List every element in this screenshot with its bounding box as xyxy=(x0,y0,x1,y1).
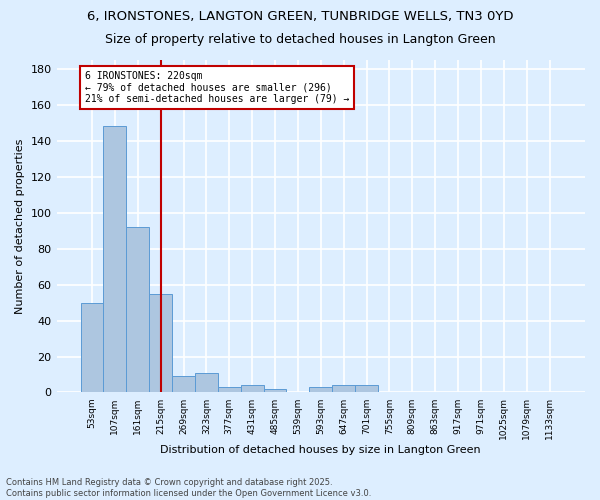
Bar xyxy=(195,372,218,392)
Text: 6, IRONSTONES, LANGTON GREEN, TUNBRIDGE WELLS, TN3 0YD: 6, IRONSTONES, LANGTON GREEN, TUNBRIDGE … xyxy=(87,10,513,23)
Bar xyxy=(127,227,149,392)
Text: Size of property relative to detached houses in Langton Green: Size of property relative to detached ho… xyxy=(104,32,496,46)
Bar xyxy=(263,389,286,392)
Bar xyxy=(218,387,241,392)
Y-axis label: Number of detached properties: Number of detached properties xyxy=(15,138,25,314)
Text: Contains HM Land Registry data © Crown copyright and database right 2025.
Contai: Contains HM Land Registry data © Crown c… xyxy=(6,478,371,498)
Bar xyxy=(80,302,103,392)
Bar xyxy=(332,386,355,392)
Bar xyxy=(310,387,332,392)
Bar xyxy=(149,294,172,392)
Bar xyxy=(172,376,195,392)
X-axis label: Distribution of detached houses by size in Langton Green: Distribution of detached houses by size … xyxy=(160,445,481,455)
Bar xyxy=(103,126,127,392)
Bar xyxy=(355,386,378,392)
Bar xyxy=(241,386,263,392)
Text: 6 IRONSTONES: 220sqm
← 79% of detached houses are smaller (296)
21% of semi-deta: 6 IRONSTONES: 220sqm ← 79% of detached h… xyxy=(85,71,350,104)
